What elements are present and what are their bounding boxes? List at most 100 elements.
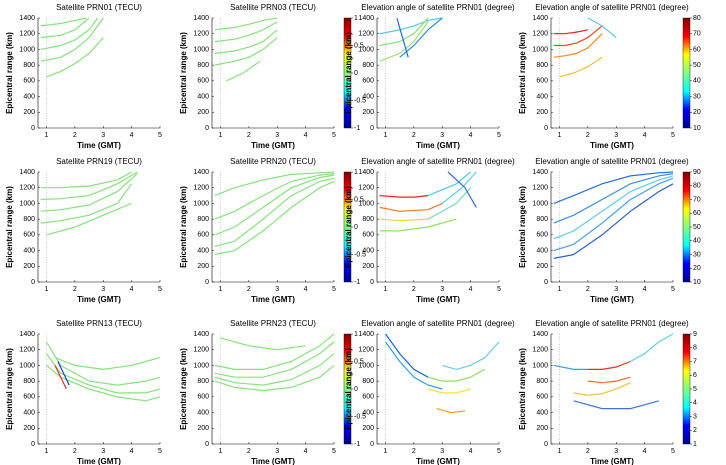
y-tick-label: 800 xyxy=(536,216,548,223)
y-tick-label: 1000 xyxy=(358,46,374,53)
y-tick-label: 600 xyxy=(536,394,548,401)
colorbar-tick-label: 1 xyxy=(354,331,358,338)
y-tick-label: 1200 xyxy=(532,185,548,192)
colorbar-tick-label: 4 xyxy=(693,400,697,407)
x-tick-label: 2 xyxy=(73,132,77,139)
curve xyxy=(379,17,429,47)
colorbar-tick-label: 70 xyxy=(693,196,701,203)
curve xyxy=(46,37,104,78)
x-tick-label: 5 xyxy=(671,448,675,455)
colorbar-tick-label: 9 xyxy=(693,331,697,338)
y-tick-label: 200 xyxy=(362,425,374,432)
colorbar-tick-label: -0.5 xyxy=(354,97,366,104)
curve xyxy=(436,408,466,414)
curve xyxy=(447,171,477,208)
x-tick-label: 2 xyxy=(412,448,416,455)
y-tick-label: 800 xyxy=(197,62,209,69)
y-tick-label: 1400 xyxy=(193,331,209,338)
colorbar-tick-label: 30 xyxy=(693,251,701,258)
y-tick-label: 800 xyxy=(197,378,209,385)
y-tick-label: 400 xyxy=(23,93,35,100)
y-tick-label: 1200 xyxy=(532,347,548,354)
panel-title: Elevation angle of satellite PRN01 (degr… xyxy=(361,3,515,12)
y-tick-label: 1200 xyxy=(358,347,374,354)
x-tick-label: 1 xyxy=(45,448,49,455)
curve xyxy=(214,353,335,386)
y-tick-label: 0 xyxy=(205,441,209,448)
y-tick-label: 0 xyxy=(31,441,35,448)
colorbar-tick-label: -1 xyxy=(354,441,360,448)
y-tick-label: 800 xyxy=(362,216,374,223)
colorbar-tick-label: 8 xyxy=(693,345,697,352)
colorbar-tick-label: 6 xyxy=(693,372,697,379)
curve xyxy=(553,364,588,370)
y-tick-label: 0 xyxy=(370,441,374,448)
x-axis-label: Time (GMT) xyxy=(251,295,295,304)
x-tick-label: 2 xyxy=(412,286,416,293)
colorbar-tick-label: 40 xyxy=(693,238,701,245)
y-tick-label: 1200 xyxy=(358,185,374,192)
colorbar-tick-label: 70 xyxy=(693,31,701,38)
curve xyxy=(40,171,138,201)
curve xyxy=(441,171,477,204)
y-tick-label: 400 xyxy=(197,409,209,416)
curve xyxy=(40,17,99,50)
colorbar-tick-label: 2 xyxy=(693,427,697,434)
y-tick-label: 600 xyxy=(197,394,209,401)
x-tick-label: 1 xyxy=(384,448,388,455)
y-tick-label: 1200 xyxy=(19,347,35,354)
y-tick-label: 200 xyxy=(197,109,209,116)
y-tick-label: 1400 xyxy=(532,169,548,176)
y-axis-label: Epicentral range (km) xyxy=(5,32,14,114)
y-tick-label: 200 xyxy=(362,263,374,270)
panel-title: Elevation angle of satellite PRN01 (degr… xyxy=(361,157,515,166)
curve xyxy=(379,195,429,198)
colorbar-tick-label: 40 xyxy=(693,78,701,85)
x-tick-label: 2 xyxy=(73,448,77,455)
colorbar-tick-label: 0 xyxy=(354,386,358,393)
x-tick-label: 5 xyxy=(158,448,162,455)
y-tick-label: 1200 xyxy=(193,31,209,38)
curve xyxy=(214,177,335,248)
x-tick-label: 5 xyxy=(671,132,675,139)
x-tick-label: 4 xyxy=(643,448,647,455)
x-tick-label: 4 xyxy=(130,286,134,293)
curve xyxy=(214,333,335,370)
x-tick-label: 4 xyxy=(469,132,473,139)
y-tick-label: 1000 xyxy=(358,200,374,207)
colorbar xyxy=(682,17,691,129)
curve xyxy=(379,218,457,232)
y-tick-label: 800 xyxy=(536,378,548,385)
curve xyxy=(553,171,674,204)
panel-title: Elevation angle of satellite PRN01 (degr… xyxy=(535,157,689,166)
y-tick-label: 200 xyxy=(23,109,35,116)
y-tick-label: 1200 xyxy=(193,347,209,354)
panel-title: Satellite PRN20 (TECU) xyxy=(230,157,316,166)
curve xyxy=(214,37,278,66)
y-tick-label: 200 xyxy=(197,263,209,270)
y-axis-label: Epicentral range (km) xyxy=(344,186,353,268)
x-tick-label: 1 xyxy=(384,286,388,293)
curve xyxy=(40,171,132,189)
curve xyxy=(587,360,631,370)
colorbar-tick-label: 0 xyxy=(354,70,358,77)
curve xyxy=(225,60,261,82)
x-tick-label: 3 xyxy=(614,132,618,139)
y-tick-label: 600 xyxy=(197,78,209,85)
x-tick-label: 5 xyxy=(332,448,336,455)
panel-title: Satellite PRN19 (TECU) xyxy=(56,157,142,166)
curve xyxy=(442,341,500,371)
x-axis-label: Time (GMT) xyxy=(77,457,121,465)
y-tick-label: 600 xyxy=(23,232,35,239)
panel-title: Satellite PRN23 (TECU) xyxy=(230,319,316,328)
y-tick-label: 200 xyxy=(536,263,548,270)
x-tick-label: 5 xyxy=(332,286,336,293)
x-tick-label: 2 xyxy=(412,132,416,139)
y-axis-label: Epicentral range (km) xyxy=(5,348,14,430)
y-tick-label: 600 xyxy=(362,394,374,401)
x-tick-label: 3 xyxy=(614,286,618,293)
curve xyxy=(214,21,278,43)
curve xyxy=(553,29,589,35)
curve xyxy=(379,218,429,222)
